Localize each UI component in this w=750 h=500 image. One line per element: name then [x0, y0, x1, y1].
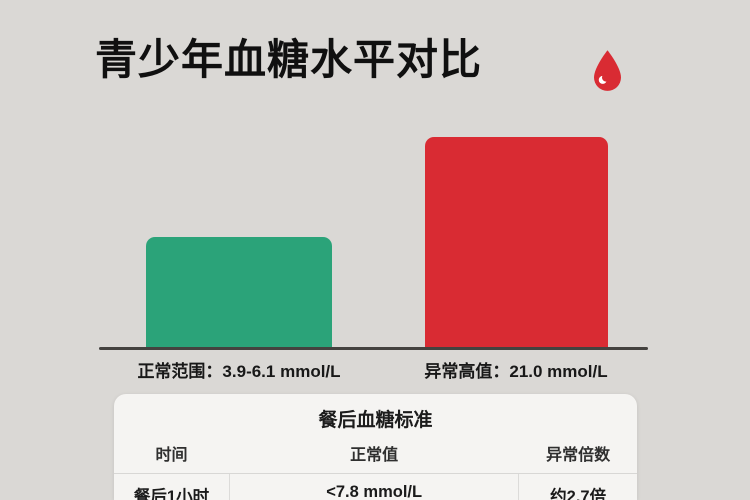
cell-time: 餐后1小时	[133, 488, 210, 500]
column-header-time: 时间	[155, 447, 188, 464]
column-header-abnormal-multiple: 异常倍数	[546, 447, 611, 464]
table-header-row: 时间 正常值 异常倍数	[114, 441, 637, 474]
bar-label-abnormal: 异常高值：21.0 mmol/L	[424, 362, 608, 381]
page-title: 青少年血糖水平对比	[95, 36, 483, 83]
cell-normal-value: <7.8 mmol/L	[229, 474, 520, 500]
blood-drop-icon	[594, 50, 621, 91]
bar-label-normal: 正常范围：3.9-6.1 mmol/L	[137, 362, 341, 381]
bar-abnormal-high	[425, 137, 608, 347]
table-row: 餐后1小时 <7.8 mmol/L 约2.7倍	[114, 474, 637, 500]
table-title: 餐后血糖标准	[318, 410, 433, 431]
column-header-normal-value: 正常值	[350, 447, 399, 464]
standards-table-card: 餐后血糖标准 时间 正常值 异常倍数 餐后1小时 <7.8 mmol/L 约2.…	[114, 394, 637, 500]
cell-abnormal-multiple: 约2.7倍	[550, 488, 607, 500]
bar-normal-range	[146, 237, 332, 347]
chart-baseline	[99, 347, 648, 350]
